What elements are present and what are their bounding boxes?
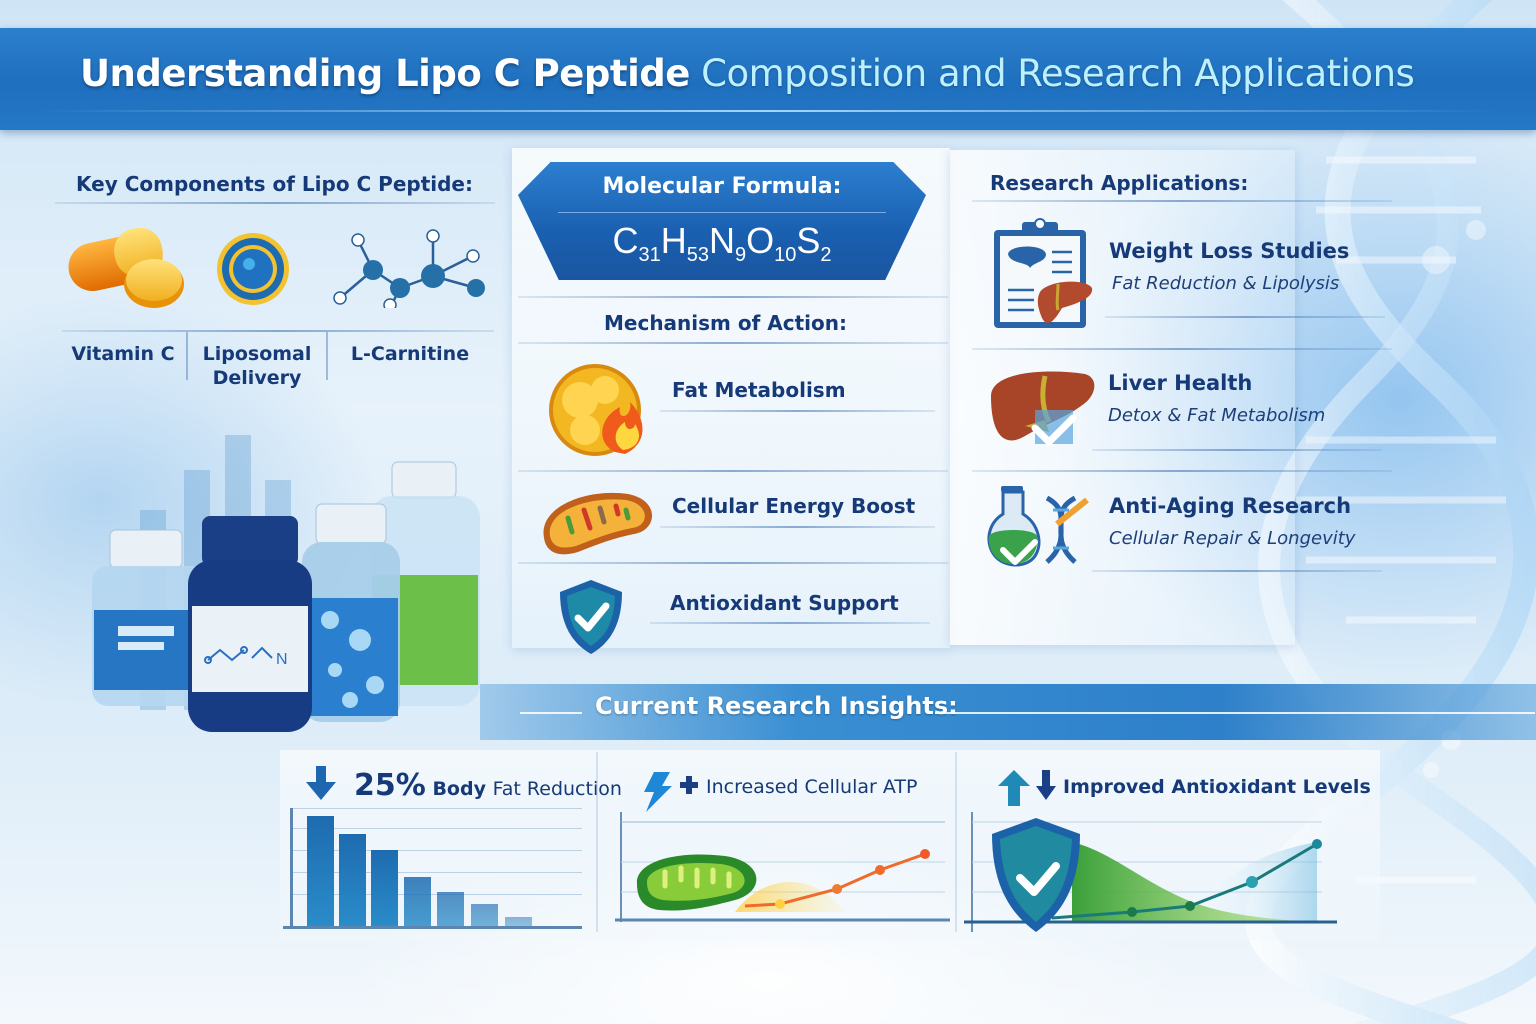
divider [186, 332, 188, 380]
chart-bar [371, 850, 398, 926]
arrows-up-down-icon [998, 770, 1056, 806]
element-count: 2 [820, 244, 832, 267]
divider [558, 212, 886, 213]
divider [1105, 316, 1385, 318]
element-count: 10 [774, 244, 797, 267]
element-count: 53 [686, 244, 709, 267]
element-symbol: H [660, 220, 687, 261]
divider [1092, 570, 1382, 572]
divider [518, 342, 948, 344]
divider [660, 526, 935, 528]
chart-bar [404, 876, 431, 926]
molecule-icon [333, 229, 485, 308]
chart-bar [437, 891, 464, 926]
kpi-label-light: Fat Reduction [492, 778, 622, 800]
divider [518, 562, 948, 564]
divider [518, 470, 948, 472]
divider [935, 712, 1535, 714]
chart-bar [471, 904, 498, 926]
application-subtitle-weight-loss: Fat Reduction & Lipolysis [1112, 273, 1340, 294]
element-count: 31 [638, 244, 661, 267]
divider [326, 332, 328, 380]
formula-value: C31H53N9O10S2 [518, 220, 926, 267]
shield-check-icon [560, 580, 622, 654]
mechanism-item-fat-metabolism: Fat Metabolism [672, 378, 846, 402]
arrow-down-icon [306, 766, 336, 800]
components-heading: Key Components of Lipo C Peptide: [76, 172, 473, 196]
divider [518, 296, 948, 298]
divider [660, 410, 935, 412]
fat-cell-flame-icon [549, 364, 643, 456]
element-symbol: S [796, 220, 821, 261]
element-symbol: N [708, 220, 735, 261]
divider [62, 330, 494, 332]
application-title-anti-aging: Anti-Aging Research [1109, 494, 1352, 518]
svg-text:N: N [276, 651, 288, 668]
divider [972, 200, 1392, 202]
divider [972, 348, 1392, 350]
chart-bar [505, 917, 532, 926]
component-label-l-carnitine: L-Carnitine [350, 343, 470, 365]
formula-heading: Molecular Formula: [602, 174, 842, 199]
title-light: Composition and Research Applications [701, 52, 1415, 95]
application-title-liver-health: Liver Health [1108, 371, 1253, 395]
atp-line-chart [615, 812, 950, 922]
capsule-icon [68, 228, 184, 308]
kpi-label-bold: Body [432, 778, 486, 800]
title-banner [0, 28, 1536, 130]
mechanism-heading: Mechanism of Action: [604, 311, 847, 335]
divider [650, 622, 930, 624]
kpi-body-fat: 25% Body Fat Reduction [354, 768, 622, 803]
bars [293, 816, 582, 926]
element-symbol: O [746, 220, 775, 261]
divider [1092, 449, 1382, 451]
mechanism-item-cellular-energy: Cellular Energy Boost [672, 494, 916, 518]
liposome-icon [217, 233, 289, 305]
component-label-liposomal: Liposomal Delivery [202, 343, 312, 389]
chart-bar [307, 816, 334, 926]
supplement-bottles-illustration: N [92, 435, 480, 732]
title-strong: Understanding Lipo C Peptide [80, 52, 690, 95]
divider [972, 470, 1392, 472]
kpi-antioxidant: Improved Antioxidant Levels [1063, 776, 1371, 798]
lightning-plus-icon [644, 772, 698, 812]
application-subtitle-anti-aging: Cellular Repair & Longevity [1109, 528, 1356, 549]
chart-bar [339, 833, 366, 926]
clipboard-liver-icon [994, 218, 1093, 328]
page-title: Understanding Lipo C Peptide Composition… [80, 52, 1415, 95]
application-subtitle-liver-health: Detox & Fat Metabolism [1108, 405, 1326, 426]
molecular-formula-banner: Molecular Formula: C31H53N9O10S2 [518, 162, 926, 280]
insights-heading: Current Research Insights: [595, 692, 958, 720]
divider [955, 752, 957, 932]
applications-heading: Research Applications: [990, 171, 1249, 195]
application-title-weight-loss: Weight Loss Studies [1109, 239, 1350, 263]
kpi-value: 25% [354, 768, 426, 803]
liver-check-icon [991, 371, 1095, 446]
component-label-vitamin-c: Vitamin C [71, 343, 175, 365]
kpi-atp: Increased Cellular ATP [706, 776, 918, 798]
antioxidant-area-chart [964, 812, 1337, 932]
body-fat-bar-chart [283, 808, 582, 929]
element-count: 9 [734, 244, 747, 267]
divider [55, 202, 495, 204]
mitochondria-icon [543, 492, 653, 555]
divider [596, 752, 598, 932]
flask-dna-icon [987, 486, 1089, 567]
element-symbol: C [612, 220, 639, 261]
mechanism-item-antioxidant: Antioxidant Support [670, 591, 899, 615]
divider [520, 712, 582, 714]
